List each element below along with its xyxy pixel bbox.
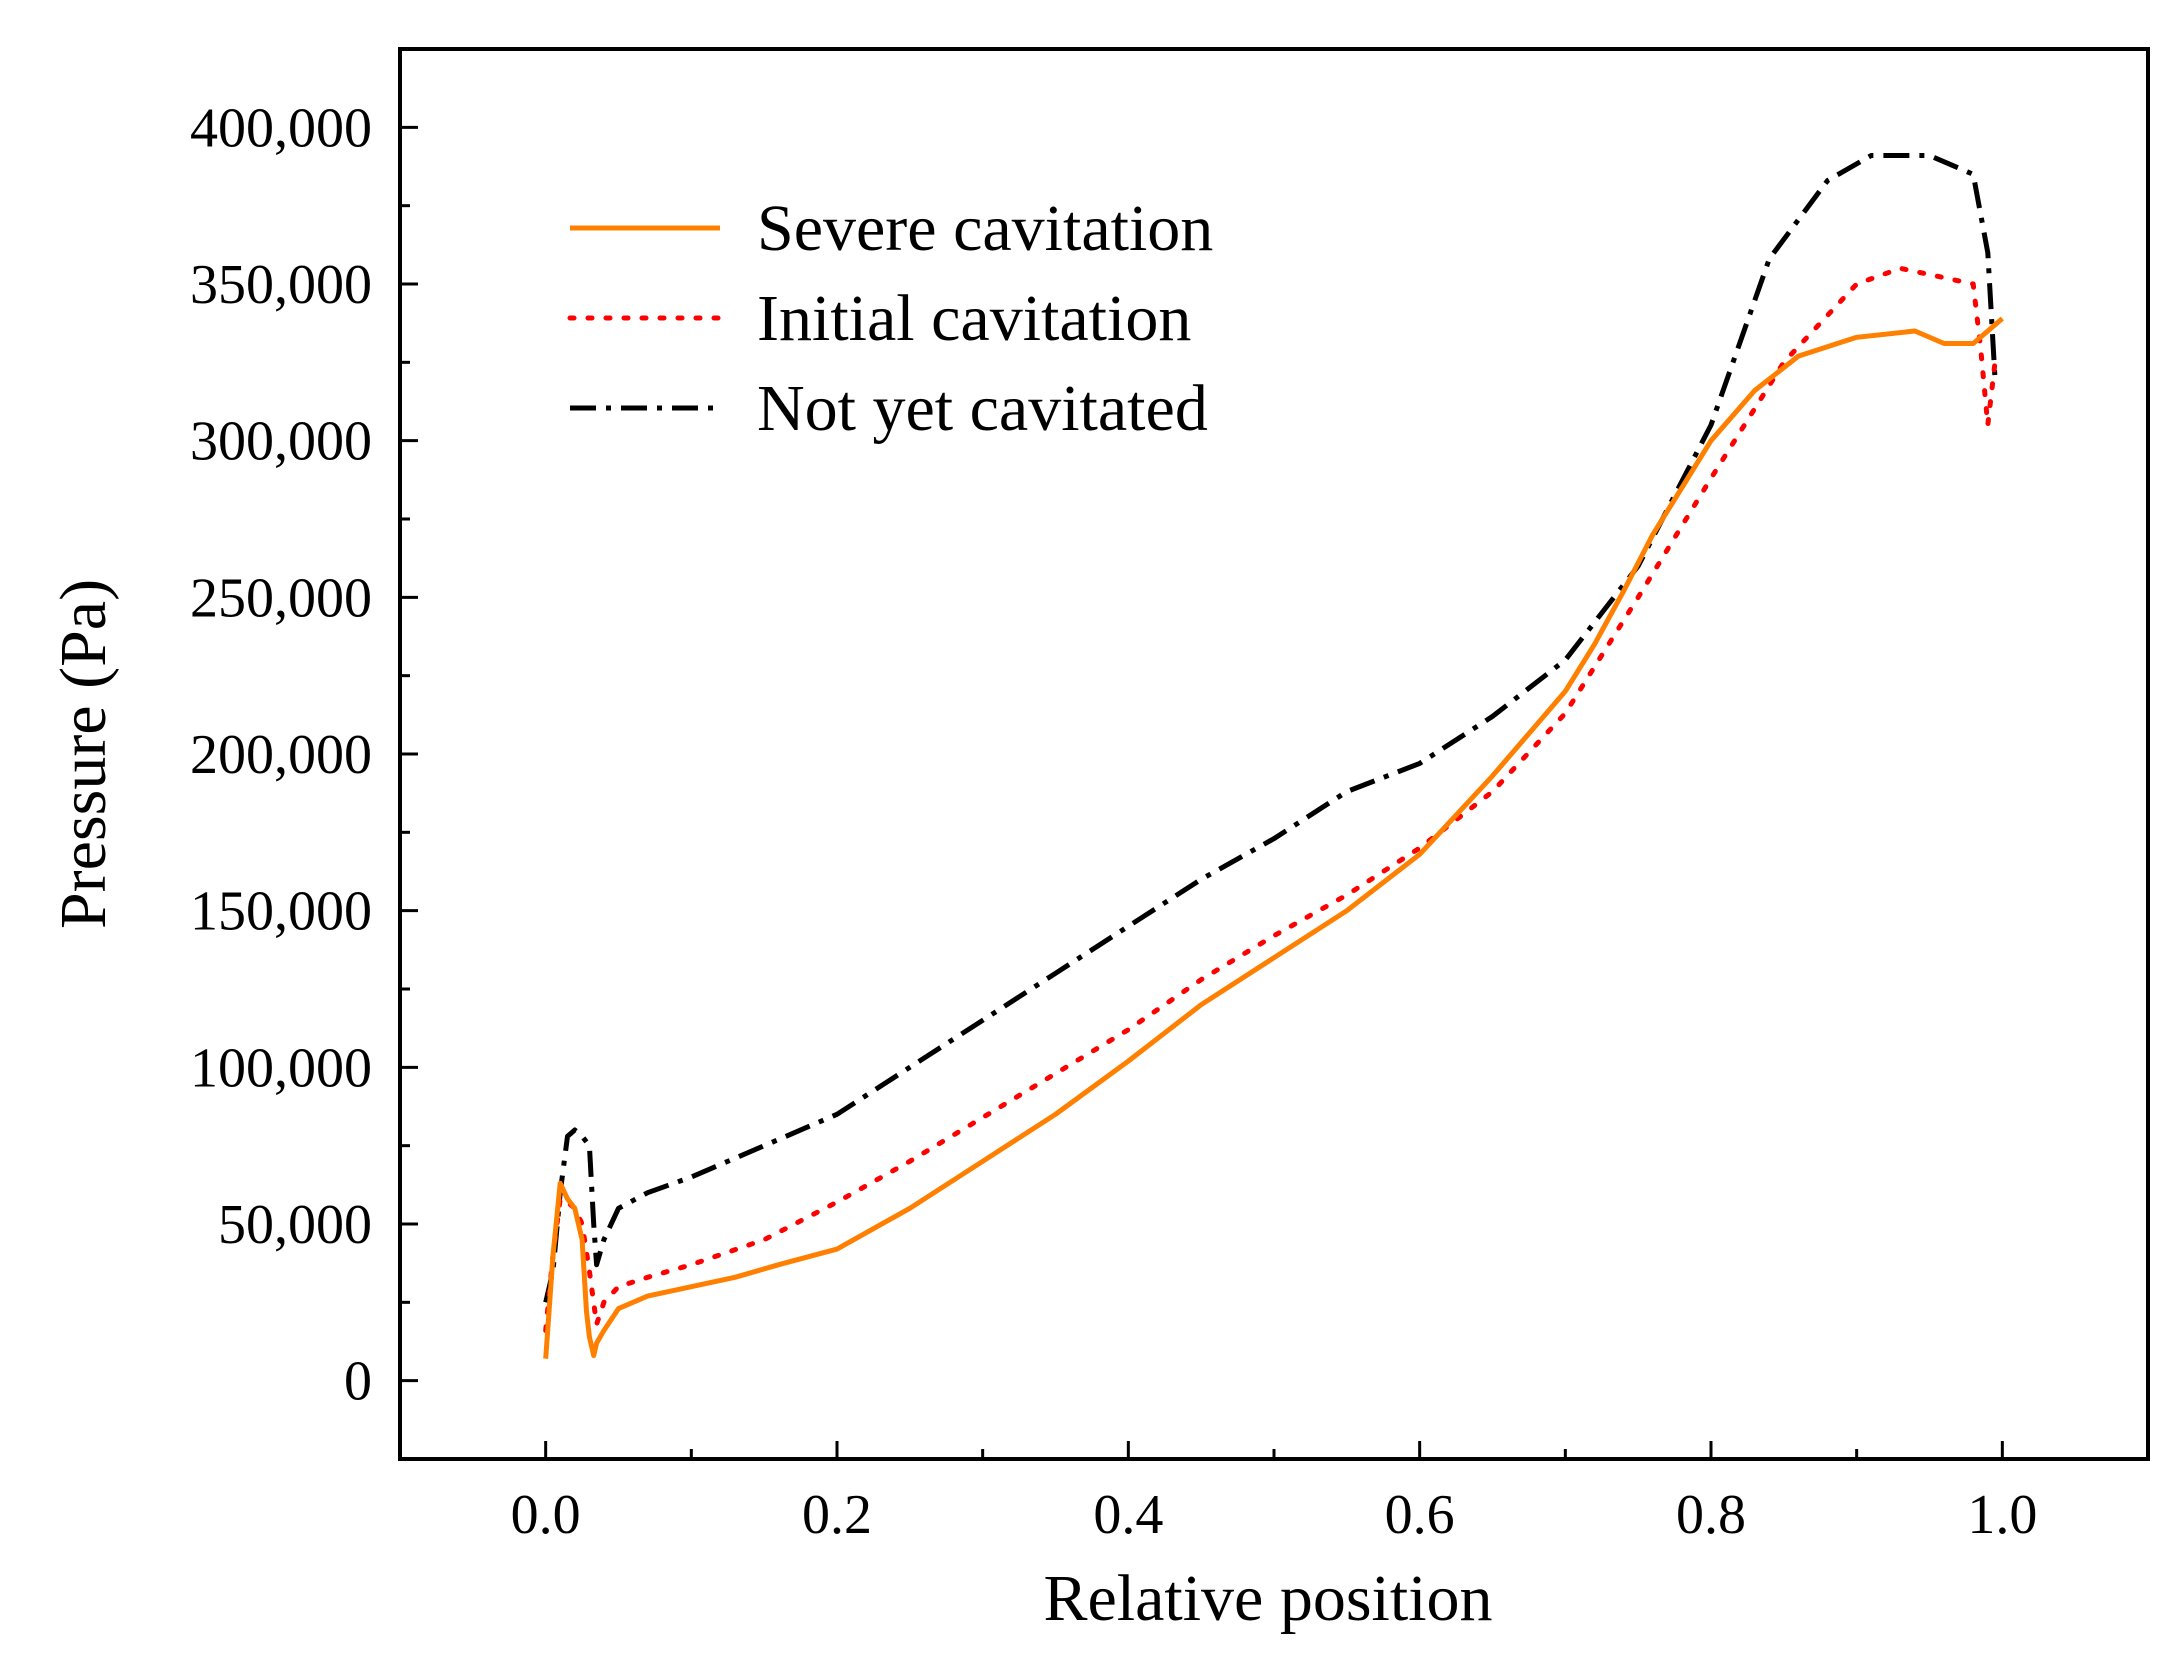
- y-tick-label: 0: [344, 1351, 372, 1413]
- series-line-severe-cavitation: [543, 316, 2004, 1359]
- legend-label: Severe cavitation: [757, 192, 1213, 265]
- plot-frame: [398, 47, 2150, 1461]
- y-tick-label: 350,000: [190, 254, 372, 316]
- y-tick-label: 300,000: [190, 411, 372, 473]
- y-tick-label: 400,000: [190, 97, 372, 159]
- x-tick-label: 0.6: [1385, 1484, 1455, 1546]
- y-tick-label: 200,000: [190, 724, 372, 786]
- y-tick-label: 50,000: [218, 1194, 372, 1256]
- y-tick-label: 250,000: [190, 567, 372, 629]
- x-tick-label: 0.4: [1093, 1484, 1163, 1546]
- x-tick-label: 0.0: [511, 1484, 581, 1546]
- x-tick-label: 0.8: [1676, 1484, 1746, 1546]
- legend-label: Not yet cavitated: [757, 372, 1208, 445]
- axis-ticks: 0 50,000 100,000 150,000 200,000 250,000 300,0…: [190, 97, 2037, 1546]
- x-tick-label: 0.2: [802, 1484, 872, 1546]
- x-axis-title: Relative position: [1043, 1562, 1492, 1635]
- series-lines: [543, 153, 2004, 1359]
- y-axis-title: Pressure (Pa): [47, 579, 120, 929]
- series-line-initial-cavitation: [543, 265, 1998, 1333]
- legend-label: Initial cavitation: [757, 282, 1191, 355]
- y-tick-label: 150,000: [190, 881, 372, 943]
- series-line-not-yet-cavitated: [543, 153, 1998, 1303]
- y-tick-label: 100,000: [190, 1037, 372, 1099]
- x-tick-label: 1.0: [1967, 1484, 2037, 1546]
- legend: Severe cavitation Initial cavitation Not y…: [567, 192, 1213, 445]
